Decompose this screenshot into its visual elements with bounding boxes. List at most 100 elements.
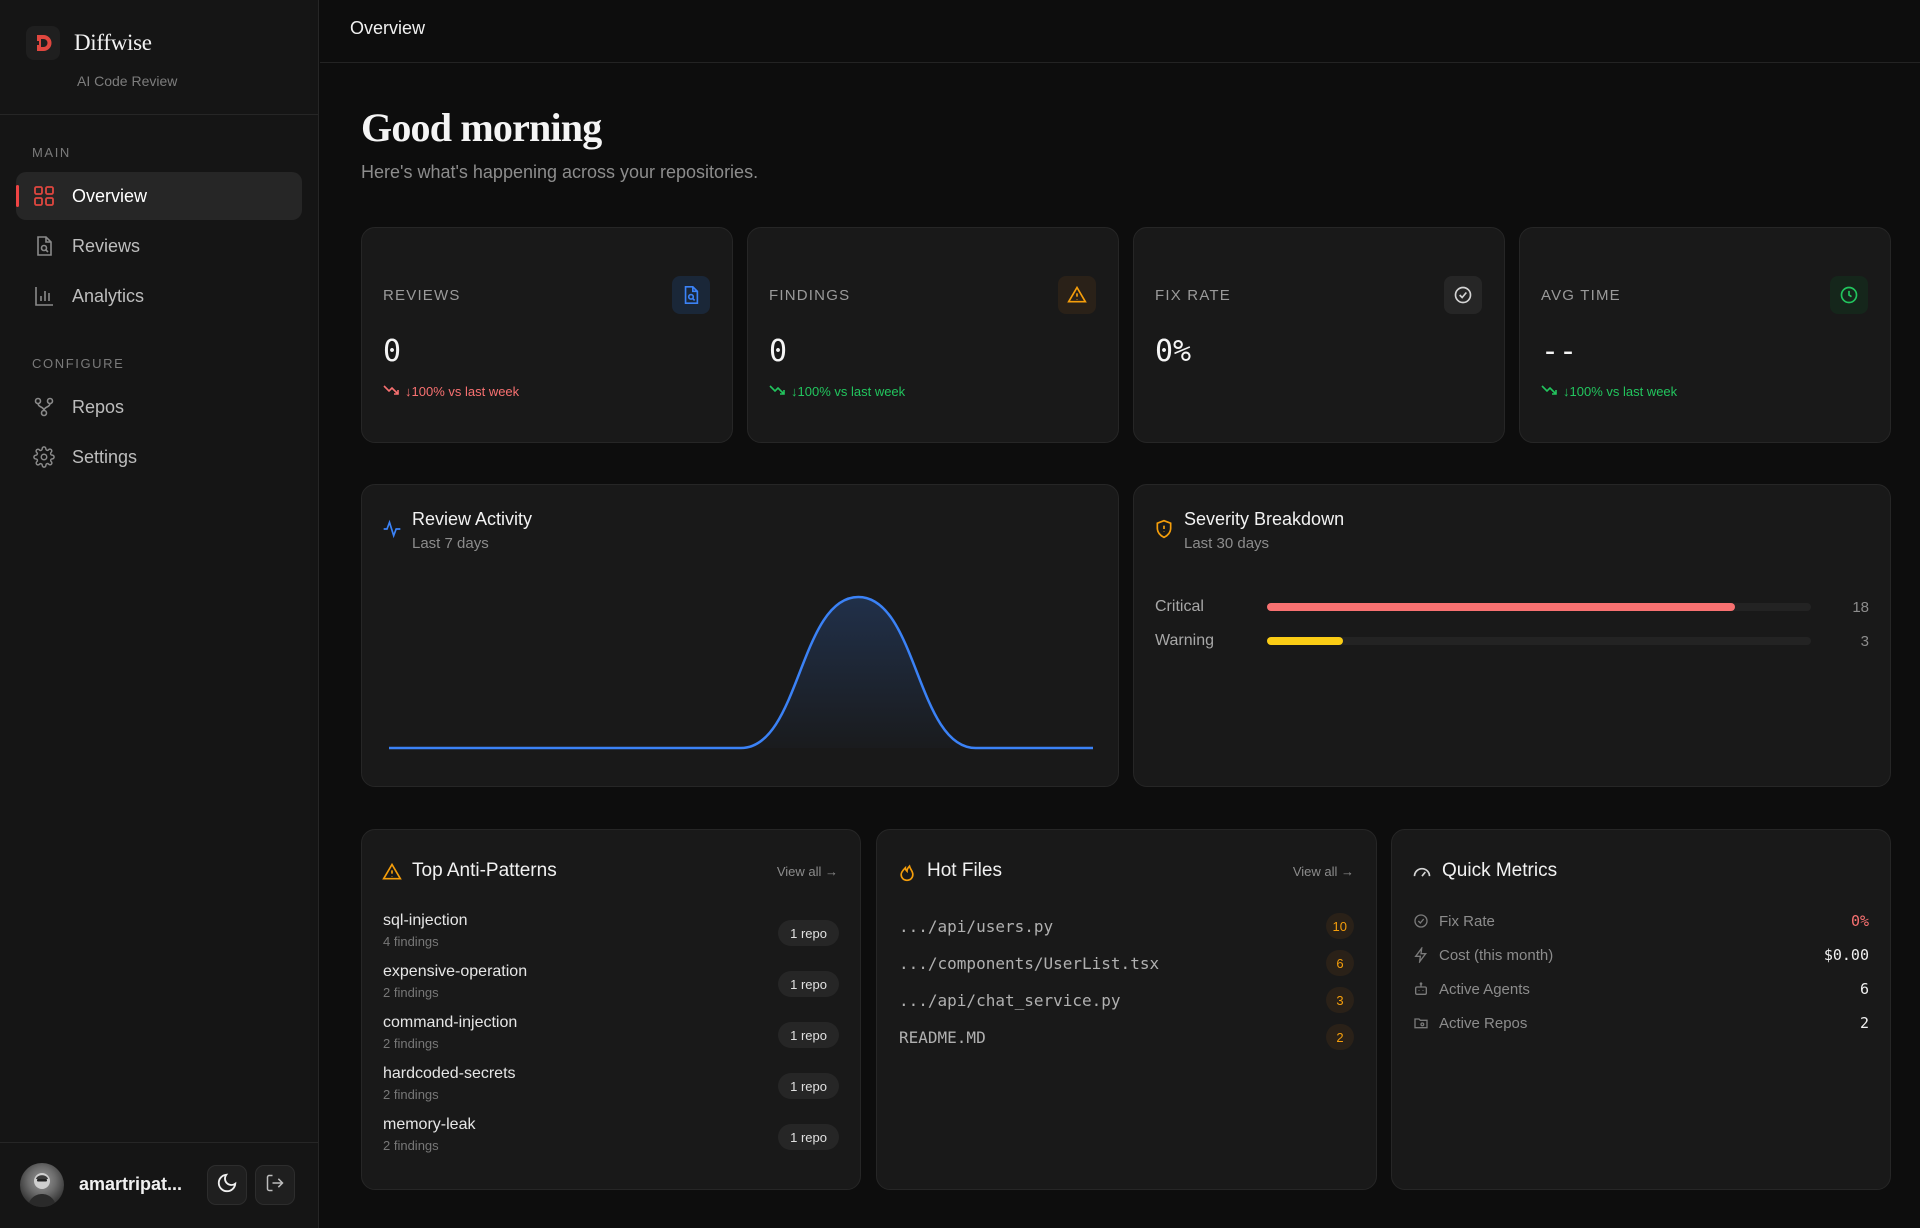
panel-title: Top Anti-Patterns — [412, 860, 557, 881]
brand: Diffwise AI Code Review — [0, 0, 318, 115]
severity-count: 18 — [1852, 598, 1869, 616]
anti-patterns-view-all-link[interactable]: View all → — [776, 864, 838, 879]
logout-icon — [265, 1173, 285, 1198]
panel-title: Quick Metrics — [1442, 860, 1558, 881]
repo-count-badge: 1 repo — [778, 1022, 839, 1048]
clock-icon — [1830, 276, 1868, 314]
anti-pattern-count: 2 findings — [383, 1036, 439, 1051]
file-path: .../components/UserList.tsx — [899, 954, 1160, 973]
panel-subtitle: Last 7 days — [412, 535, 489, 552]
brand-name: Diffwise — [74, 30, 152, 55]
greeting-subtitle: Here's what's happening across your repo… — [361, 162, 759, 182]
sidebar-item-settings[interactable]: Settings — [16, 433, 302, 481]
file-path: .../api/users.py — [899, 917, 1054, 936]
stat-value: 0 — [769, 334, 788, 369]
anti-pattern-name: expensive-operation — [383, 963, 528, 980]
metric-value: 2 — [1859, 1014, 1869, 1032]
sidebar-item-label: Overview — [72, 185, 148, 206]
list-item[interactable]: .../components/UserList.tsx 6 — [899, 950, 1354, 978]
sidebar: Diffwise AI Code Review MAIN Overview Re… — [0, 0, 319, 1228]
greeting-title: Good morning — [361, 105, 602, 150]
severity-bar-critical — [1267, 603, 1735, 611]
activity-icon — [382, 519, 402, 539]
hot-files-view-all-link[interactable]: View all → — [1292, 864, 1354, 879]
moon-icon — [216, 1172, 238, 1199]
anti-pattern-name: sql-injection — [383, 912, 468, 929]
finding-count-badge: 3 — [1326, 987, 1354, 1013]
anti-pattern-count: 4 findings — [383, 934, 439, 949]
warning-icon — [382, 862, 402, 882]
stat-card-findings: FINDINGS 0 ↓100% vs last week — [747, 227, 1119, 443]
stat-label: FINDINGS — [769, 287, 851, 304]
sidebar-item-repos[interactable]: Repos — [16, 383, 302, 431]
stat-value: -- — [1541, 334, 1578, 369]
flame-icon — [897, 862, 917, 882]
anti-pattern-name: hardcoded-secrets — [383, 1065, 516, 1082]
list-item[interactable]: expensive-operation 2 findings 1 repo — [383, 963, 839, 1007]
list-item[interactable]: sql-injection 4 findings 1 repo — [383, 912, 839, 956]
anti-pattern-count: 2 findings — [383, 1087, 439, 1102]
theme-toggle-button[interactable] — [207, 1165, 247, 1205]
sidebar-item-label: Settings — [72, 446, 138, 467]
sidebar-item-analytics[interactable]: Analytics — [16, 272, 302, 320]
stat-change-text: ↓100% vs last week — [791, 384, 906, 399]
sidebar-item-overview[interactable]: Overview — [16, 172, 302, 220]
list-item[interactable]: .../api/users.py 10 — [899, 913, 1354, 941]
sidebar-item-label: Repos — [72, 396, 125, 417]
sidebar-item-reviews[interactable]: Reviews — [16, 222, 302, 270]
gauge-icon — [1412, 862, 1432, 882]
warning-icon — [1058, 276, 1096, 314]
stat-label: REVIEWS — [383, 287, 461, 304]
git-branch-icon — [32, 395, 56, 419]
severity-row-critical: Critical 18 — [1155, 597, 1869, 617]
list-item[interactable]: memory-leak 2 findings 1 repo — [383, 1116, 839, 1160]
list-item[interactable]: .../api/chat_service.py 3 — [899, 987, 1354, 1015]
severity-breakdown-panel: Severity Breakdown Last 30 days Critical… — [1133, 484, 1891, 787]
metric-value: 0% — [1850, 912, 1869, 930]
file-path: .../api/chat_service.py — [899, 991, 1121, 1010]
check-circle-icon — [1444, 276, 1482, 314]
stat-label: FIX RATE — [1155, 287, 1231, 304]
check-circle-icon — [1413, 913, 1429, 929]
list-item[interactable]: hardcoded-secrets 2 findings 1 repo — [383, 1065, 839, 1109]
panel-title: Hot Files — [927, 860, 1002, 881]
metric-label: Fix Rate — [1439, 912, 1495, 930]
user-footer: amartripat... — [0, 1142, 319, 1228]
list-item[interactable]: command-injection 2 findings 1 repo — [383, 1014, 839, 1058]
repo-count-badge: 1 repo — [778, 1124, 839, 1150]
finding-count-badge: 6 — [1326, 950, 1354, 976]
diffwise-logo-icon[interactable] — [26, 26, 60, 60]
metric-value: $0.00 — [1823, 946, 1869, 964]
trend-down-icon — [383, 384, 399, 399]
severity-label: Critical — [1155, 598, 1204, 615]
severity-bar-warning — [1267, 637, 1344, 645]
avatar[interactable] — [20, 1163, 64, 1207]
stat-card-fix-rate: FIX RATE 0% — [1133, 227, 1505, 443]
stat-label: AVG TIME — [1541, 287, 1621, 304]
stat-value: 0 — [383, 334, 402, 369]
anti-pattern-count: 2 findings — [383, 1138, 439, 1153]
document-search-icon — [672, 276, 710, 314]
metric-label: Cost (this month) — [1439, 946, 1554, 964]
panel-title: Review Activity — [412, 509, 533, 529]
repo-count-badge: 1 repo — [778, 971, 839, 997]
shield-icon — [1154, 519, 1174, 539]
gear-icon — [32, 445, 56, 469]
stat-change-text: ↓100% vs last week — [405, 384, 520, 399]
document-search-icon — [32, 234, 56, 258]
metric-row-active-agents: Active Agents 6 — [1413, 977, 1869, 1001]
repo-count-badge: 1 repo — [778, 1073, 839, 1099]
severity-bar-track — [1267, 603, 1811, 611]
panel-title: Severity Breakdown — [1184, 509, 1345, 529]
chart-area-fill — [389, 597, 1093, 748]
list-item[interactable]: README.MD 2 — [899, 1024, 1354, 1052]
topbar: Overview — [320, 0, 1920, 63]
finding-count-badge: 10 — [1325, 913, 1354, 939]
anti-pattern-count: 2 findings — [383, 985, 439, 1000]
logout-button[interactable] — [255, 1165, 295, 1205]
metric-row-cost: Cost (this month) $0.00 — [1413, 943, 1869, 967]
bar-chart-icon — [32, 284, 56, 308]
repo-count-badge: 1 repo — [778, 920, 839, 946]
folder-git-icon — [1413, 1015, 1429, 1031]
severity-label: Warning — [1155, 632, 1214, 649]
